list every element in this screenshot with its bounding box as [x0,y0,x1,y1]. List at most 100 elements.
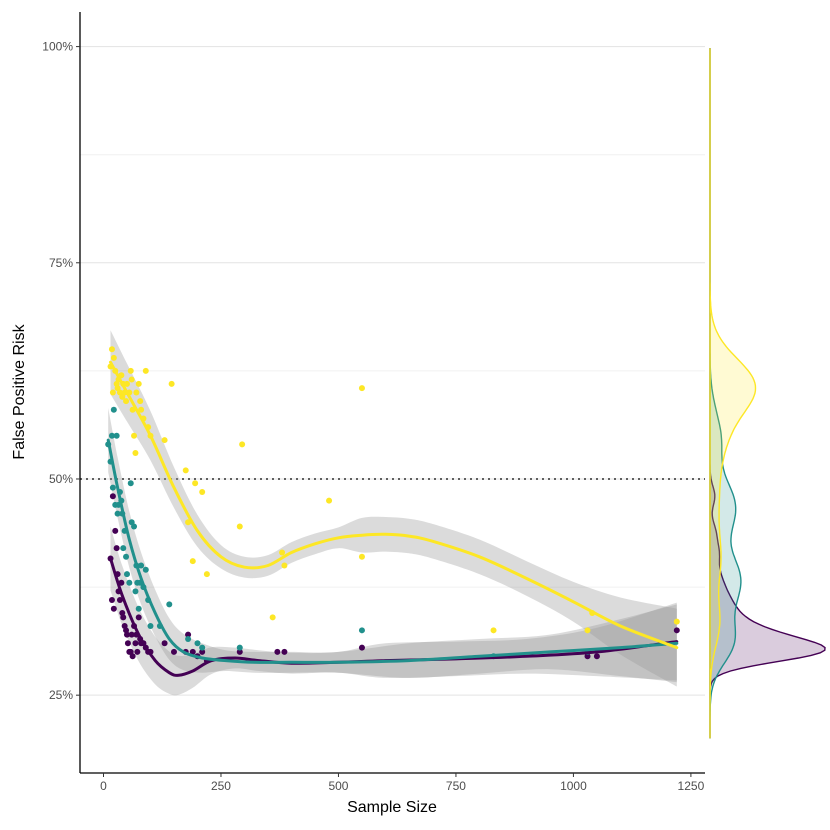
data-point [236,523,243,530]
data-point [189,648,196,655]
data-point [109,484,116,491]
y-tick-label: 50% [49,472,73,486]
data-point [123,398,130,405]
data-point [110,354,117,361]
data-point [126,579,133,586]
data-point [134,648,141,655]
data-point [673,618,680,625]
data-point [203,571,210,578]
data-point [108,346,115,353]
data-point [593,653,600,660]
data-point [279,549,286,556]
data-point [358,553,365,560]
marginal-density [709,48,826,739]
data-point [142,367,149,374]
data-point [236,644,243,651]
data-point [199,644,206,651]
data-point [110,605,117,612]
data-point [185,631,192,638]
data-point [192,480,199,487]
data-point [108,432,115,439]
data-point [131,432,138,439]
data-point [132,640,139,647]
data-point [127,480,134,487]
data-point [113,545,120,552]
data-point [161,640,168,647]
data-point [199,488,206,495]
data-point [135,380,142,387]
y-tick-label: 25% [49,688,73,702]
data-point [138,406,145,413]
data-point [199,648,206,655]
x-tick-label: 1000 [560,779,587,793]
data-point [135,614,142,621]
data-point [109,493,116,500]
data-point [113,432,120,439]
grid-layer [80,46,705,696]
confidence-ribbon [108,408,677,683]
data-point [142,566,149,573]
data-point [109,389,116,396]
x-tick-label: 0 [100,779,107,793]
y-tick-label: 100% [42,40,73,54]
data-point [120,545,127,552]
data-point [281,648,288,655]
data-point [135,605,142,612]
data-point [182,467,189,474]
data-point [110,406,117,413]
data-point [114,510,121,517]
fit-line [109,557,679,677]
data-point [128,631,135,638]
axes: 25% 50% 75% 100% 0 250 500 750 1000 1250 [42,12,705,793]
data-point [127,367,134,374]
fit-line [106,438,679,664]
data-point [170,648,177,655]
x-tick-label: 250 [211,779,231,793]
data-point [239,441,246,448]
data-point [326,497,333,504]
data-point [236,648,243,655]
x-axis-title: Sample Size [347,799,437,816]
data-point [116,597,123,604]
data-point [133,389,140,396]
data-point [123,571,130,578]
data-point [358,385,365,392]
y-tick-label: 75% [49,256,73,270]
data-point [584,653,591,660]
data-point [185,635,192,642]
data-point [147,622,154,629]
x-tick-label: 500 [328,779,348,793]
data-point [123,631,130,638]
data-point [584,627,591,634]
confidence-ribbon [110,330,677,687]
fit-line [109,360,679,650]
data-point [137,398,144,405]
y-axis-title: False Positive Risk [11,323,28,459]
data-point [168,380,175,387]
data-point [128,376,135,383]
data-point [161,437,168,444]
data-point [189,558,196,565]
data-point [673,627,680,634]
data-point [194,640,201,647]
density-curve [709,48,757,739]
data-point [132,588,139,595]
data-point [120,614,127,621]
data-point [123,553,130,560]
data-point [358,627,365,634]
data-point [123,380,130,387]
data-point [281,562,288,569]
data-point [138,562,145,569]
x-tick-label: 750 [446,779,466,793]
data-point [269,614,276,621]
data-point [166,601,173,608]
x-tick-label: 1250 [678,779,705,793]
fit-lines [106,360,679,677]
data-point [274,648,281,655]
data-point [131,523,138,530]
data-point [129,653,136,660]
data-point [358,644,365,651]
confidence-ribbons [108,330,677,696]
